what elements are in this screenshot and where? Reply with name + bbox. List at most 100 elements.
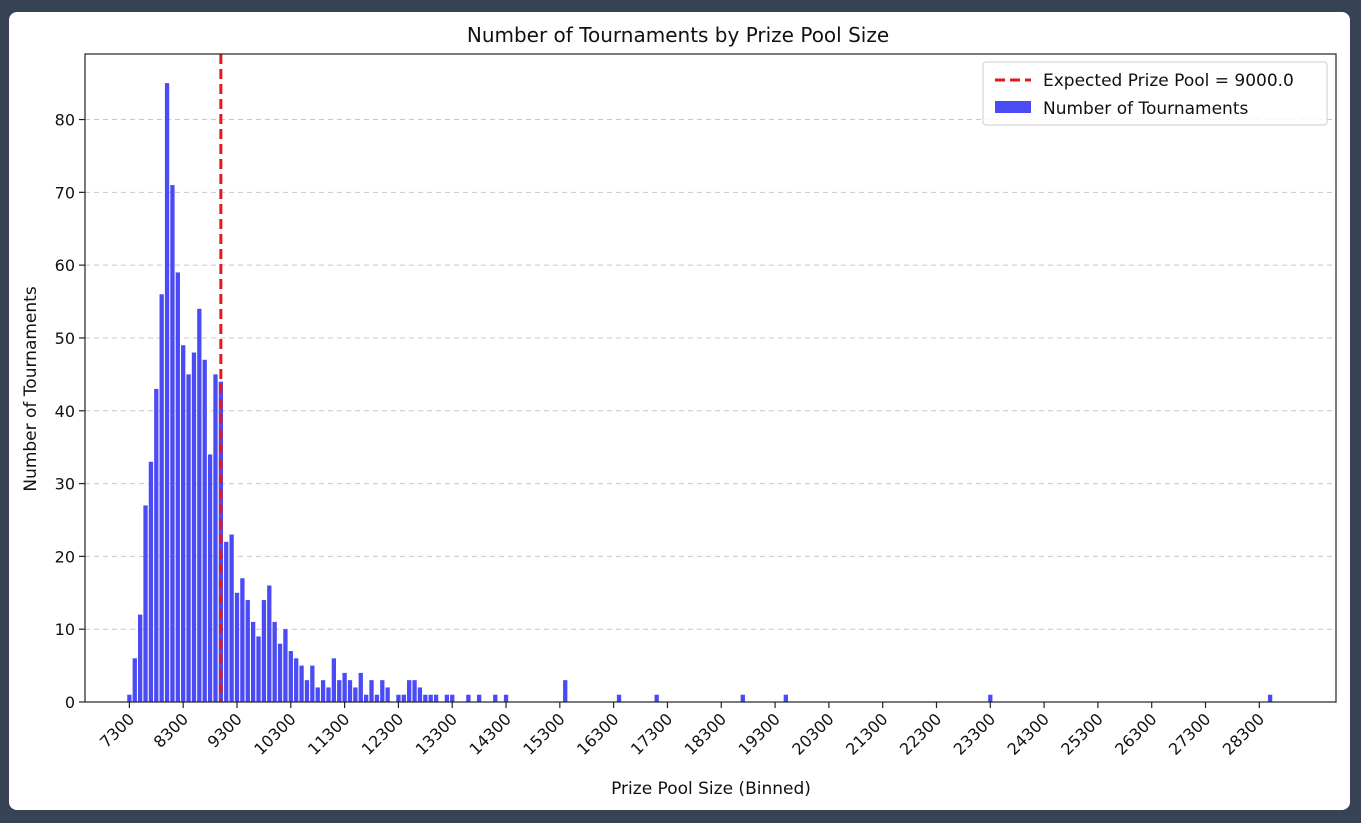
y-tick-label: 0 [65,693,75,712]
bar [267,585,272,702]
bar [783,694,788,702]
bar [337,680,342,702]
x-tick-label: 18300 [681,709,730,758]
bar [740,694,745,702]
bar [315,687,320,702]
x-tick-label: 8300 [150,709,192,751]
bar [320,680,326,702]
bar [380,680,385,702]
chart-title: Number of Tournaments by Prize Pool Size [467,23,889,47]
bar [197,308,202,702]
bar [353,687,358,702]
x-tick-label: 7300 [96,709,138,751]
bar [283,629,288,702]
x-tick-label: 20300 [788,709,837,758]
bar [450,694,455,702]
bar [988,694,993,702]
bar [493,694,498,702]
histogram-chart: Number of Tournaments by Prize Pool Size… [21,23,1337,799]
x-axis: 7300 8300 9300 10300 11300 12300 13300 14300 153… [96,702,1268,759]
legend-label-reference-line: Expected Prize Pool = 9000.0 [1043,71,1294,91]
bar [369,680,374,702]
bar [272,621,277,702]
bar [299,665,304,702]
bar [396,694,401,702]
bar [417,687,423,702]
x-tick-label: 28300 [1219,709,1268,758]
bar [363,694,369,702]
y-tick-label: 70 [55,183,75,202]
bar [240,578,245,702]
x-tick-label: 25300 [1057,709,1106,758]
x-tick-label: 17300 [627,709,676,758]
bar [476,694,482,702]
x-tick-label: 16300 [573,709,622,758]
bar [245,600,250,702]
bar [170,185,175,703]
bar [407,680,412,702]
x-axis-label: Prize Pool Size (Binned) [611,779,811,799]
bar [154,388,159,702]
bar [213,374,218,702]
y-tick-label: 30 [55,475,75,494]
y-tick-label: 80 [55,111,75,130]
bar [423,694,428,702]
bar [412,680,417,702]
bar [234,592,240,702]
y-axis: 0 10 20 30 40 50 60 70 80 [55,111,85,712]
bar [132,658,137,702]
bar [164,83,170,702]
plot-frame [84,53,1337,703]
x-tick-label: 12300 [358,709,407,758]
bar [202,359,207,702]
x-tick-label: 27300 [1165,709,1214,758]
bar [331,658,337,702]
bar [654,694,659,702]
x-tick-label: 19300 [734,709,783,758]
bar [127,694,132,702]
bar [503,694,509,702]
bar [224,541,229,702]
x-tick-label: 14300 [465,709,514,758]
bar [191,352,197,702]
bar [159,294,164,702]
bar [181,345,186,702]
chart-card: Number of Tournaments by Prize Pool Size… [9,12,1350,810]
x-tick-label: 10300 [250,709,299,758]
bar [256,636,261,702]
bar-series [127,83,1273,703]
x-tick-label: 23300 [950,709,999,758]
y-tick-label: 10 [55,620,75,639]
bar [401,694,406,702]
x-tick-label: 9300 [204,709,246,751]
bar [428,694,433,702]
bar [137,614,143,702]
y-tick-label: 40 [55,402,75,421]
bar [288,651,293,702]
x-tick-label: 22300 [896,709,945,758]
bar [186,374,191,702]
bar [1267,694,1273,702]
bar [148,461,154,702]
y-tick-label: 20 [55,547,75,566]
bar [207,454,213,702]
bar [143,505,148,702]
x-tick-label: 21300 [842,709,891,758]
bar [250,621,256,702]
bar [310,665,315,702]
legend-label-bars: Number of Tournaments [1043,99,1248,119]
legend-box [982,61,1328,126]
bar [347,680,353,702]
x-tick-label: 11300 [304,709,353,758]
y-tick-label: 60 [55,256,75,275]
bar [277,643,283,702]
bar [304,680,310,702]
bar [616,694,622,702]
legend: Expected Prize Pool = 9000.0 Number of To… [982,61,1328,126]
bar [433,694,439,702]
x-tick-label: 13300 [412,709,461,758]
bar [229,534,234,702]
bar [261,600,267,702]
bar [358,672,363,702]
legend-swatch-bars [995,101,1031,113]
